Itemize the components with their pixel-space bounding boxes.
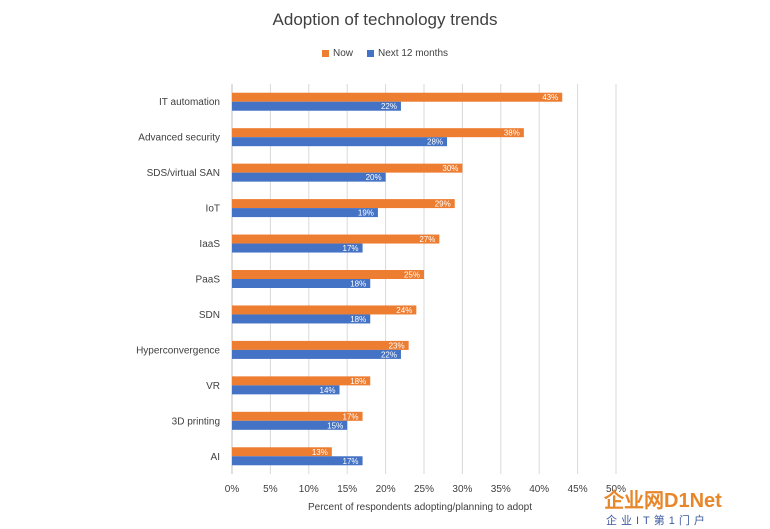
data-label-next-12-months-sdn: 18% xyxy=(350,315,366,324)
data-label-now-sdn: 24% xyxy=(396,306,412,315)
x-axis-label: Percent of respondents adopting/planning… xyxy=(308,502,532,513)
legend-swatch-next-12-months xyxy=(366,50,374,57)
x-tick-label-5: 25% xyxy=(414,484,434,495)
category-label-sdn: SDN xyxy=(199,310,220,321)
bar-next-12-months-vr xyxy=(232,385,340,395)
data-label-now-iaas: 27% xyxy=(419,235,435,244)
data-labels: 43% 22% 38% 28% 30% 20% 29% 19% 27% 17% 25% 18% 24% 1… xyxy=(312,93,558,466)
category-label-hyperconvergence: Hyperconvergence xyxy=(136,345,220,356)
data-label-now-sds-virtual-san: 30% xyxy=(442,164,458,173)
data-label-now-paas: 25% xyxy=(404,271,420,280)
watermark-logo: 企业网D1Net 企业IT第1门户 xyxy=(604,484,770,529)
category-label-it-automation: IT automation xyxy=(159,97,220,108)
data-label-now-advanced-security: 38% xyxy=(504,129,520,138)
bar-now-it-automation xyxy=(232,92,563,102)
bar-next-12-months-paas xyxy=(232,279,371,288)
x-tick-label-2: 10% xyxy=(299,484,319,495)
category-label-ai: AI xyxy=(211,452,220,463)
data-label-next-12-months-vr: 14% xyxy=(320,386,336,395)
bar-next-12-months-iot xyxy=(232,208,378,218)
bar-next-12-months-hyperconvergence xyxy=(232,349,401,359)
data-label-next-12-months-ai: 17% xyxy=(343,457,359,466)
bar-next-12-months-ai xyxy=(232,456,363,466)
data-label-now-3d-printing: 17% xyxy=(343,412,359,421)
data-label-now-ai: 13% xyxy=(312,448,328,457)
bar-next-12-months-sds-virtual-san xyxy=(232,172,386,182)
bar-now-iaas xyxy=(232,234,440,244)
bar-now-hyperconvergence xyxy=(232,340,409,350)
data-label-now-hyperconvergence: 23% xyxy=(389,341,405,350)
chart-title: Adoption of technology trends xyxy=(272,10,498,29)
data-label-next-12-months-advanced-security: 28% xyxy=(427,138,443,147)
category-label-iaas: IaaS xyxy=(199,239,220,250)
x-tick-label-6: 30% xyxy=(452,484,472,495)
data-label-next-12-months-hyperconvergence: 22% xyxy=(381,350,397,359)
bar-now-iot xyxy=(232,199,455,209)
x-tick-label-7: 35% xyxy=(491,484,511,495)
data-label-next-12-months-it-automation: 22% xyxy=(381,102,397,111)
x-tick-label-0: 0% xyxy=(225,484,240,495)
bars xyxy=(232,92,563,466)
data-label-next-12-months-iaas: 17% xyxy=(343,244,359,253)
bar-now-3d-printing xyxy=(232,411,363,421)
x-tick-label-3: 15% xyxy=(337,484,357,495)
category-labels: IT automation Advanced security SDS/virtua… xyxy=(136,97,220,463)
category-label-advanced-security: Advanced security xyxy=(138,133,220,144)
data-label-next-12-months-3d-printing: 15% xyxy=(327,421,343,430)
data-label-now-iot: 29% xyxy=(435,200,451,209)
x-tick-labels: 0% 5% 10% 15% 20% 25% 30% 35% 40% 45% 50% xyxy=(225,484,626,495)
bar-now-paas xyxy=(232,270,424,279)
data-label-now-it-automation: 43% xyxy=(542,93,558,102)
legend-label-now: Now xyxy=(332,48,353,59)
data-label-next-12-months-sds-virtual-san: 20% xyxy=(366,173,382,182)
x-tick-label-10: 50% xyxy=(606,484,626,495)
x-tick-label-9: 45% xyxy=(568,484,588,495)
legend-item-next-12-months: Next 12 months xyxy=(366,48,449,59)
x-tick-label-8: 40% xyxy=(529,484,549,495)
legend-swatch-now xyxy=(321,50,329,57)
legend-item-now: Now xyxy=(321,48,353,59)
bar-now-ai xyxy=(232,447,332,457)
data-label-now-vr: 18% xyxy=(350,377,366,386)
bar-next-12-months-it-automation xyxy=(232,101,401,111)
category-label-sds-virtual-san: SDS/virtual SAN xyxy=(147,168,220,179)
bar-next-12-months-advanced-security xyxy=(232,137,448,147)
legend-label-next-12-months: Next 12 months xyxy=(377,48,449,59)
category-label-3d-printing: 3D printing xyxy=(172,416,220,427)
category-label-paas: PaaS xyxy=(196,275,221,286)
legend: Now Next 12 months xyxy=(0,48,770,59)
watermark-sub-text: 企业IT第1门户 xyxy=(606,515,709,527)
bar-now-vr xyxy=(232,376,371,386)
bar-next-12-months-3d-printing xyxy=(232,420,348,430)
data-label-next-12-months-iot: 19% xyxy=(358,209,374,218)
bar-now-advanced-security xyxy=(232,128,524,138)
bar-next-12-months-iaas xyxy=(232,243,363,253)
bar-now-sdn xyxy=(232,305,417,315)
watermark-main-text: 企业网D1Net xyxy=(604,490,722,512)
category-label-iot: IoT xyxy=(206,204,220,215)
bar-now-sds-virtual-san xyxy=(232,163,463,173)
bar-next-12-months-sdn xyxy=(232,314,371,324)
data-label-next-12-months-paas: 18% xyxy=(350,280,366,289)
category-label-vr: VR xyxy=(206,381,220,392)
x-tick-label-1: 5% xyxy=(263,484,278,495)
x-tick-label-4: 20% xyxy=(376,484,396,495)
